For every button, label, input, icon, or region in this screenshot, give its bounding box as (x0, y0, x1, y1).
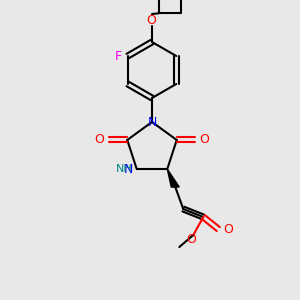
Text: NH: NH (116, 164, 133, 174)
Polygon shape (167, 169, 179, 187)
Text: O: O (223, 223, 233, 236)
Text: F: F (115, 50, 122, 62)
Text: N: N (147, 116, 157, 128)
Text: O: O (200, 134, 210, 146)
Text: N: N (123, 163, 133, 176)
Text: O: O (146, 14, 156, 26)
Text: O: O (94, 134, 104, 146)
Text: O: O (186, 232, 196, 245)
